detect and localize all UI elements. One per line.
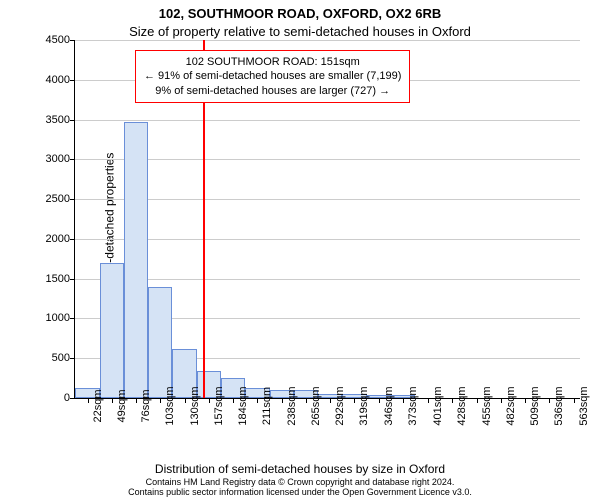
x-tick-mark xyxy=(185,398,186,403)
x-tick-mark xyxy=(330,398,331,403)
y-tick-label: 4000 xyxy=(46,74,70,86)
x-tick-mark xyxy=(209,398,210,403)
gridline xyxy=(75,239,580,240)
histogram-bar xyxy=(124,122,148,398)
x-tick-label: 76sqm xyxy=(140,389,152,422)
info-box-line-1: 102 SOUTHMOOR ROAD: 151sqm xyxy=(144,55,401,69)
x-tick-mark xyxy=(233,398,234,403)
chart-container: 102, SOUTHMOOR ROAD, OXFORD, OX2 6RB Siz… xyxy=(0,0,600,500)
x-tick-mark xyxy=(525,398,526,403)
x-tick-label: 428sqm xyxy=(456,386,468,425)
y-tick-label: 2500 xyxy=(46,193,70,205)
plot-area: 05001000150020002500300035004000450022sq… xyxy=(75,40,580,398)
x-tick-mark xyxy=(403,398,404,403)
x-tick-mark xyxy=(88,398,89,403)
gridline xyxy=(75,199,580,200)
x-tick-label: 49sqm xyxy=(116,389,128,422)
x-tick-mark xyxy=(452,398,453,403)
x-tick-mark xyxy=(136,398,137,403)
x-tick-label: 509sqm xyxy=(529,386,541,425)
y-tick-label: 0 xyxy=(64,392,70,404)
gridline xyxy=(75,120,580,121)
x-tick-label: 482sqm xyxy=(505,386,517,425)
chart-subtitle: Size of property relative to semi-detach… xyxy=(0,24,600,39)
info-box-line-2: ← 91% of semi-detached houses are smalle… xyxy=(144,69,401,83)
x-tick-mark xyxy=(354,398,355,403)
y-tick-label: 1000 xyxy=(46,312,70,324)
x-tick-mark xyxy=(477,398,478,403)
x-tick-label: 211sqm xyxy=(261,387,273,425)
info-box-line-3: 9% of semi-detached houses are larger (7… xyxy=(144,84,401,98)
x-tick-label: 401sqm xyxy=(432,386,444,425)
y-tick-label: 3000 xyxy=(46,153,70,165)
x-tick-label: 184sqm xyxy=(237,386,249,425)
x-tick-label: 103sqm xyxy=(164,386,176,425)
x-tick-label: 319sqm xyxy=(358,386,370,425)
x-tick-label: 536sqm xyxy=(553,386,565,425)
x-tick-mark xyxy=(257,398,258,403)
histogram-bar xyxy=(100,263,124,398)
footer-line-2: Contains public sector information licen… xyxy=(0,488,600,498)
x-tick-mark xyxy=(379,398,380,403)
x-tick-mark xyxy=(574,398,575,403)
x-tick-mark xyxy=(428,398,429,403)
y-tick-label: 3500 xyxy=(46,114,70,126)
x-tick-label: 130sqm xyxy=(189,386,201,425)
x-tick-mark xyxy=(501,398,502,403)
x-tick-mark xyxy=(549,398,550,403)
y-tick-label: 500 xyxy=(52,352,70,364)
x-tick-mark xyxy=(160,398,161,403)
chart-title: 102, SOUTHMOOR ROAD, OXFORD, OX2 6RB xyxy=(0,6,600,21)
y-tick-label: 4500 xyxy=(46,34,70,46)
x-tick-label: 157sqm xyxy=(213,386,225,425)
x-tick-label: 563sqm xyxy=(578,386,590,425)
x-tick-mark xyxy=(112,398,113,403)
x-tick-label: 265sqm xyxy=(310,386,322,425)
x-tick-label: 455sqm xyxy=(481,386,493,425)
y-tick-label: 2000 xyxy=(46,233,70,245)
x-tick-label: 238sqm xyxy=(286,386,298,425)
x-tick-label: 373sqm xyxy=(407,386,419,425)
y-tick-label: 1500 xyxy=(46,273,70,285)
x-tick-label: 292sqm xyxy=(334,386,346,425)
x-tick-mark xyxy=(282,398,283,403)
histogram-bar xyxy=(148,287,172,398)
footer: Contains HM Land Registry data © Crown c… xyxy=(0,478,600,498)
gridline xyxy=(75,159,580,160)
x-tick-label: 22sqm xyxy=(92,389,104,422)
gridline xyxy=(75,279,580,280)
info-box: 102 SOUTHMOOR ROAD: 151sqm← 91% of semi-… xyxy=(135,50,410,103)
x-tick-mark xyxy=(306,398,307,403)
x-tick-label: 346sqm xyxy=(383,386,395,425)
y-axis-line xyxy=(74,40,75,398)
x-axis-label: Distribution of semi-detached houses by … xyxy=(0,462,600,476)
gridline xyxy=(75,40,580,41)
